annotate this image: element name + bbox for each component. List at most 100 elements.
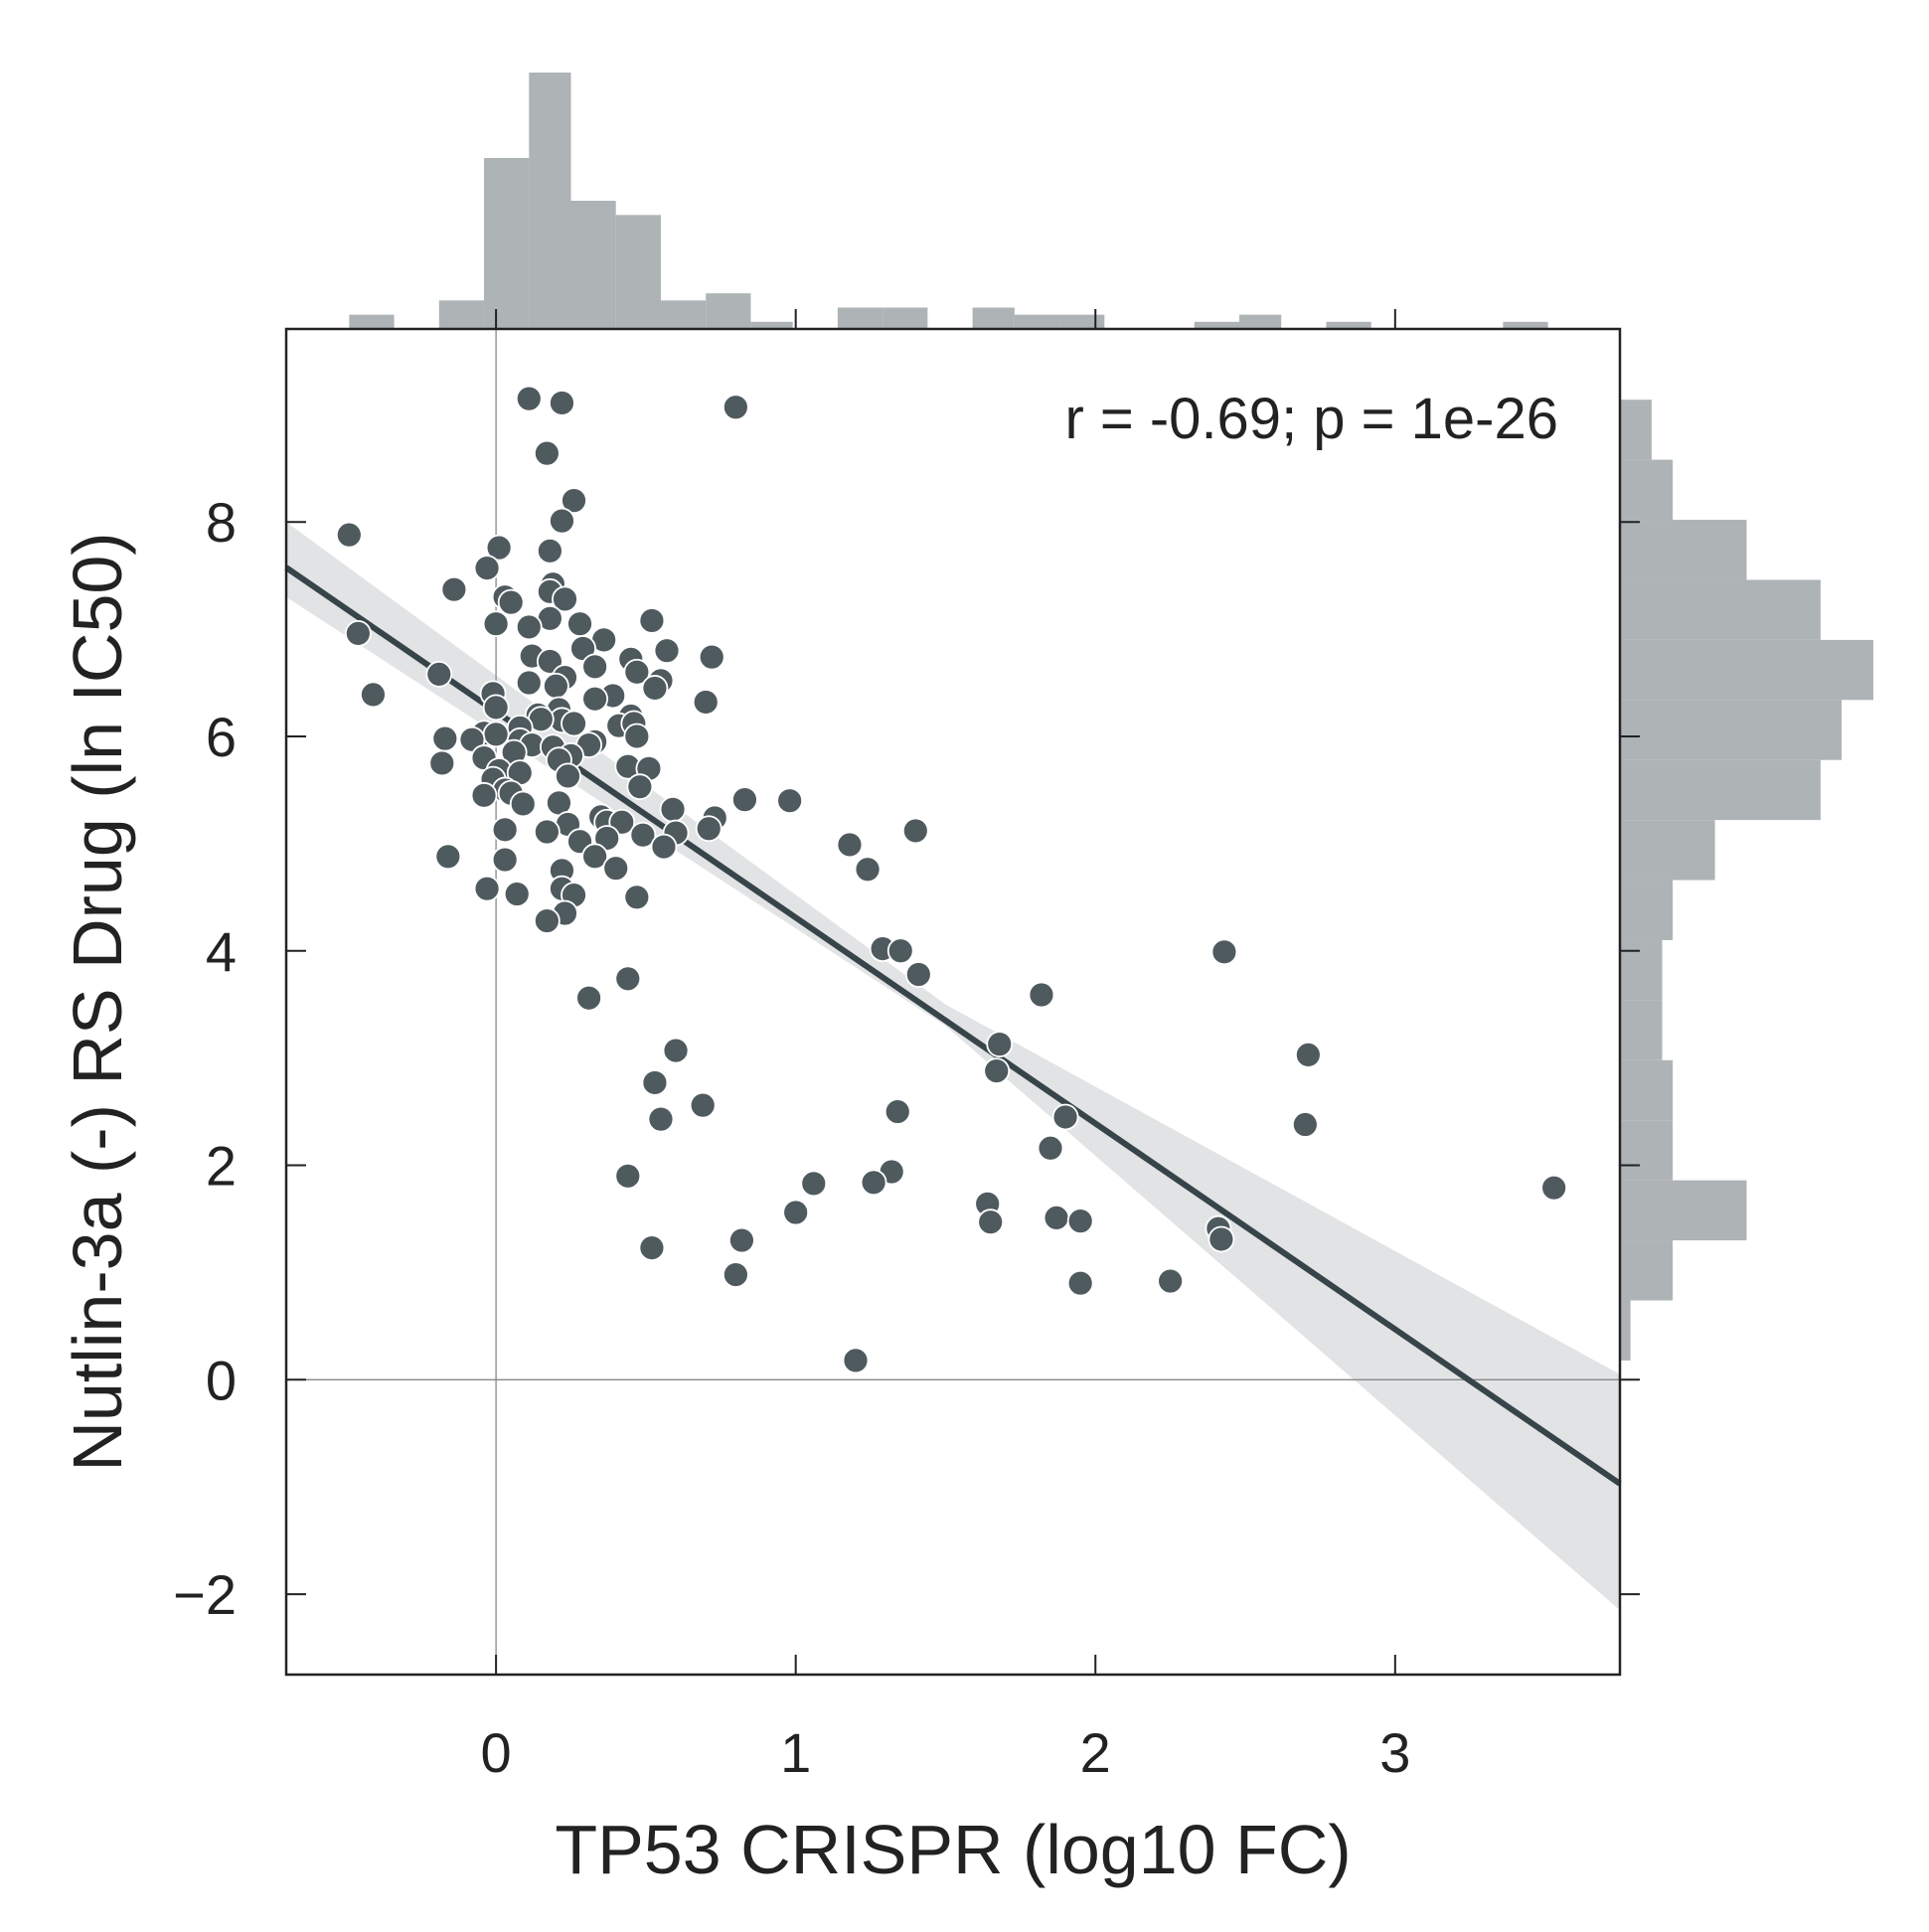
data-point bbox=[1294, 1042, 1322, 1068]
plot-frame bbox=[284, 327, 1622, 1677]
x-tick-label: 1 bbox=[780, 1721, 811, 1784]
data-point bbox=[1207, 1225, 1235, 1253]
y-histogram-bar bbox=[1620, 579, 1821, 640]
data-point bbox=[647, 1105, 675, 1133]
data-point bbox=[901, 817, 929, 845]
x-axis-title: TP53 CRISPR (log10 FC) bbox=[555, 1811, 1351, 1888]
data-point bbox=[1540, 1174, 1568, 1202]
data-point bbox=[731, 786, 758, 814]
y-histogram-bar bbox=[1620, 1240, 1674, 1301]
data-point bbox=[360, 681, 387, 709]
x-histogram-bar bbox=[1059, 314, 1105, 329]
data-point bbox=[473, 875, 501, 902]
data-point bbox=[727, 1226, 755, 1254]
y-tick-label: 2 bbox=[206, 1135, 237, 1198]
reference-lines bbox=[286, 329, 1620, 1675]
y-tick-label: −2 bbox=[173, 1563, 237, 1626]
x-histogram-bar bbox=[1014, 314, 1060, 329]
data-point bbox=[428, 749, 456, 777]
data-point bbox=[1066, 1208, 1094, 1235]
data-point bbox=[638, 1234, 666, 1262]
x-tick-label: 2 bbox=[1080, 1721, 1111, 1784]
y-histogram-bar bbox=[1620, 759, 1821, 821]
x-tick-label: 0 bbox=[481, 1721, 512, 1784]
data-point bbox=[650, 833, 678, 861]
data-point bbox=[854, 856, 882, 884]
data-point bbox=[533, 907, 561, 934]
data-point bbox=[662, 1037, 690, 1064]
data-point bbox=[1210, 938, 1238, 966]
y-histogram-bar bbox=[1620, 700, 1843, 760]
x-histogram-bar bbox=[1326, 321, 1371, 329]
data-point bbox=[641, 675, 669, 702]
data-point bbox=[561, 710, 587, 737]
x-histogram-bar bbox=[883, 307, 928, 329]
x-histogram-bar bbox=[706, 293, 751, 329]
data-point bbox=[569, 635, 596, 662]
x-histogram-bar bbox=[972, 307, 1015, 329]
data-point bbox=[1037, 1134, 1064, 1162]
data-point bbox=[692, 689, 720, 716]
data-point bbox=[491, 846, 519, 874]
data-point bbox=[482, 694, 510, 722]
y-histogram-bar bbox=[1620, 939, 1663, 1001]
y-tick-label: 4 bbox=[206, 920, 237, 983]
x-histogram-bar bbox=[438, 300, 485, 329]
data-point bbox=[638, 607, 666, 634]
data-point bbox=[641, 1069, 669, 1096]
y-histogram-bar bbox=[1620, 459, 1674, 521]
data-point bbox=[515, 613, 543, 641]
data-point bbox=[555, 762, 581, 790]
data-point bbox=[1291, 1111, 1319, 1138]
data-point bbox=[470, 781, 498, 809]
data-point bbox=[1043, 1204, 1070, 1231]
data-point bbox=[722, 394, 749, 421]
y-histogram-bar bbox=[1620, 400, 1652, 460]
tick-labels: 0 1 2 3 −2 0 2 4 6 8 bbox=[173, 491, 1410, 1784]
data-point bbox=[509, 790, 537, 818]
x-histogram-bar bbox=[1194, 321, 1240, 329]
data-point bbox=[566, 610, 593, 638]
data-point bbox=[482, 610, 510, 638]
y-histogram-bar bbox=[1620, 1000, 1663, 1060]
data-point bbox=[434, 843, 462, 871]
data-point bbox=[440, 575, 468, 603]
scatter-points bbox=[335, 385, 1568, 1374]
data-point bbox=[515, 385, 543, 412]
data-point bbox=[575, 984, 602, 1012]
y-histogram-bar bbox=[1620, 1180, 1747, 1241]
y-histogram-bar bbox=[1620, 520, 1747, 580]
data-point bbox=[689, 1091, 717, 1119]
data-point bbox=[593, 825, 621, 852]
y-histogram-bar bbox=[1620, 1300, 1631, 1361]
y-tick-label: 0 bbox=[206, 1349, 237, 1411]
x-histogram-bar bbox=[615, 215, 661, 329]
data-point bbox=[491, 816, 519, 844]
data-point bbox=[776, 787, 804, 815]
data-point bbox=[533, 818, 561, 846]
data-point bbox=[344, 620, 372, 647]
data-point bbox=[623, 723, 651, 750]
data-point bbox=[983, 1057, 1011, 1084]
regression-line bbox=[284, 564, 1622, 1487]
data-point bbox=[602, 855, 630, 883]
x-histogram-bar bbox=[484, 158, 530, 329]
y-tick-label: 6 bbox=[206, 706, 237, 768]
y-histogram-bar bbox=[1620, 820, 1715, 881]
data-point bbox=[1051, 1103, 1079, 1131]
x-histogram-bar bbox=[529, 73, 571, 329]
data-point bbox=[623, 658, 651, 686]
data-point bbox=[722, 1261, 749, 1288]
y-axis-title: Nutlin-3a (-) RS Drug (ln IC50) bbox=[59, 532, 136, 1471]
data-point bbox=[626, 773, 654, 801]
data-point bbox=[653, 637, 681, 665]
data-point bbox=[485, 534, 513, 562]
data-point bbox=[884, 1098, 911, 1125]
data-point bbox=[543, 672, 569, 700]
x-histogram-bar bbox=[349, 314, 395, 329]
x-histogram-bar bbox=[570, 201, 616, 329]
data-point bbox=[458, 725, 486, 753]
x-histogram-bar bbox=[750, 321, 793, 329]
data-point bbox=[904, 961, 932, 988]
